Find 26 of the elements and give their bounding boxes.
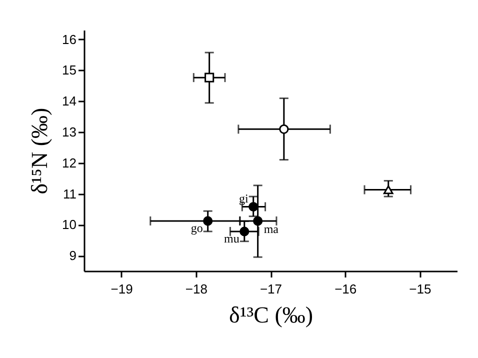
x-tick-label: −17 [260,282,282,296]
y-tick-label: 10 [62,217,76,232]
point [203,216,213,226]
x-tick-label: −15 [409,282,432,296]
point [204,72,214,82]
x-tick-label: −18 [185,282,208,296]
annotation: gi [239,192,249,206]
point [383,185,394,194]
annotation: ma [264,222,280,236]
y-tick-label: 9 [69,248,76,264]
y-tick-label: 12 [62,155,76,170]
point [248,202,258,212]
annotation: go [190,220,203,235]
y-tick-label: 11 [63,186,76,202]
y-tick-label: 16 [62,32,76,47]
y-tick-label: 13 [62,124,76,140]
point [279,124,289,134]
point [253,216,263,226]
y-axis-title: δ¹⁵N (‰) [27,108,52,194]
x-tick-label: −19 [110,282,133,296]
x-tick-label: −16 [334,282,357,296]
x-axis-title: δ¹³C (‰) [228,302,314,328]
point [240,226,250,236]
y-tick-label: 14 [62,94,76,109]
y-tick-label: 15 [62,62,76,78]
annotation: mu [224,231,240,246]
